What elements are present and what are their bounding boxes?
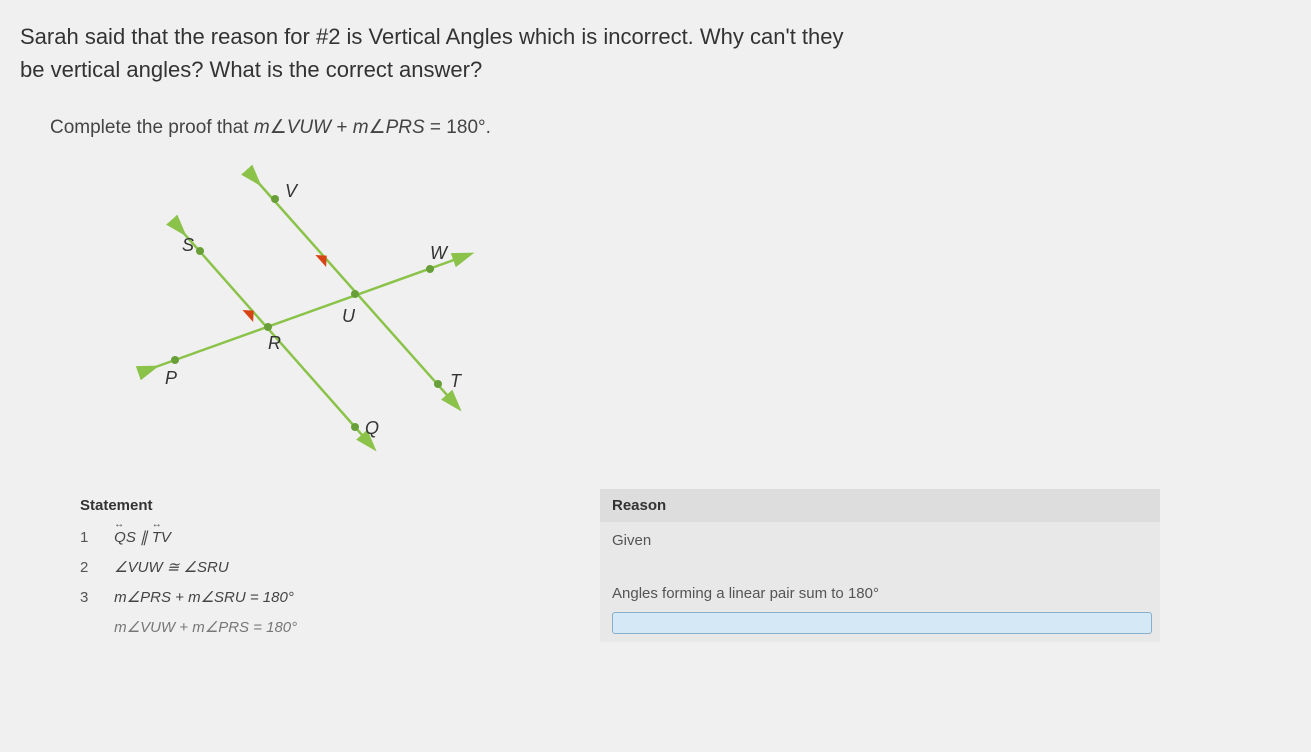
row-number: 1 [80,529,110,546]
proof-instruction: Complete the proof that m∠VUW + m∠PRS = … [50,116,1291,139]
statement-column: Statement 1 ↔QS ∥ ↔TV 2 ∠VUW ≅ ∠SRU 3 m∠… [80,489,600,642]
question-text: Sarah said that the reason for #2 is Ver… [20,20,1291,86]
statement-4: m∠VUW + m∠PRS = 180° [114,619,297,636]
statement-header: Statement [80,489,580,522]
question-line1: Sarah said that the reason for #2 is Ver… [20,24,844,49]
label-Q: Q [365,418,379,438]
reason-1: Given [612,526,1148,555]
label-U: U [342,306,356,326]
row-number: 3 [80,589,110,606]
row-number: 2 [80,559,110,576]
table-row: 2 ∠VUW ≅ ∠SRU [80,552,580,582]
geometry-diagram: V S W R U P T Q [120,159,1291,464]
reason-2-empty [612,555,1148,579]
reason-3: Angles forming a linear pair sum to 180° [612,579,1148,608]
label-W: W [430,243,449,263]
label-R: R [268,333,281,353]
table-row: m∠VUW + m∠PRS = 180° [80,612,580,642]
proof-table: Statement 1 ↔QS ∥ ↔TV 2 ∠VUW ≅ ∠SRU 3 m∠… [80,489,1180,642]
label-V: V [285,181,299,201]
table-row: 1 ↔QS ∥ ↔TV [80,522,580,552]
reason-column: Reason Given Angles forming a linear pai… [600,489,1160,642]
label-P: P [165,368,177,388]
reason-header: Reason [600,489,1160,522]
statement-1: ↔QS ∥ ↔TV [114,529,171,546]
reason-input[interactable] [612,612,1152,634]
question-line2: be vertical angles? What is the correct … [20,57,482,82]
table-row: 3 m∠PRS + m∠SRU = 180° [80,582,580,612]
label-T: T [450,371,463,391]
statement-3: m∠PRS + m∠SRU = 180° [114,589,294,606]
label-S: S [182,235,194,255]
statement-2: ∠VUW ≅ ∠SRU [114,559,228,576]
